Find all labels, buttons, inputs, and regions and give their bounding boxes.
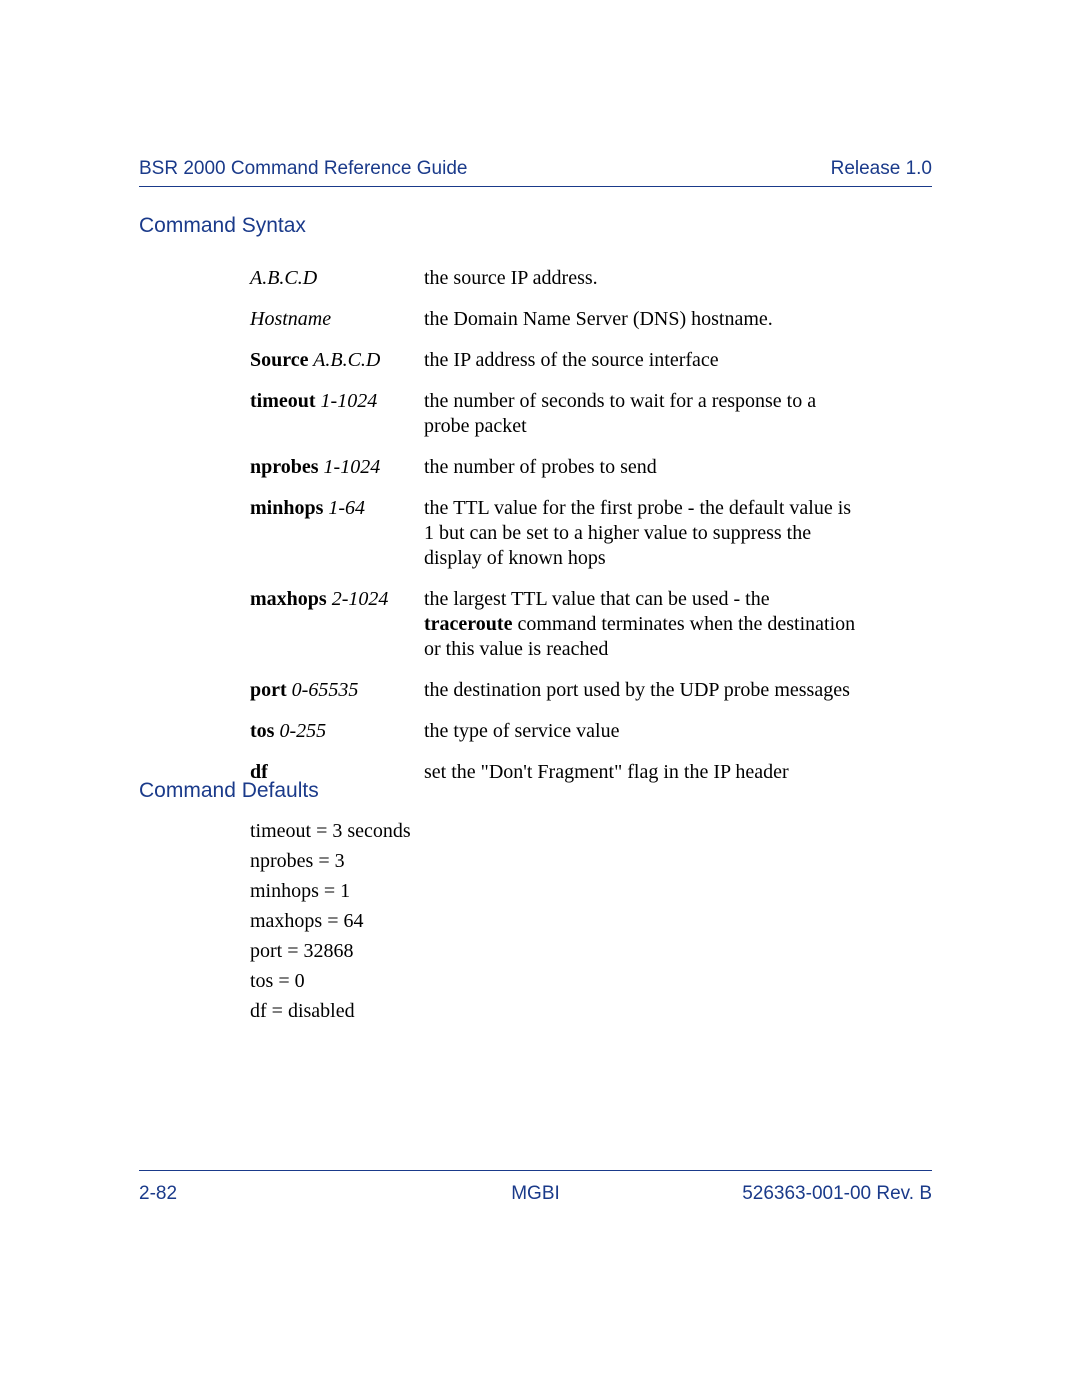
section-title-command-defaults: Command Defaults — [139, 779, 319, 803]
defaults-list: timeout = 3 seconds nprobes = 3 minhops … — [250, 816, 411, 1026]
param-key: tos 0-255 — [250, 719, 424, 744]
param-row: timeout 1-1024 the number of seconds to … — [250, 389, 860, 439]
footer-rule — [139, 1170, 932, 1171]
param-key: A.B.C.D — [250, 266, 424, 291]
param-desc: the Domain Name Server (DNS) hostname. — [424, 307, 860, 332]
param-row: minhops 1-64 the TTL value for the first… — [250, 496, 860, 571]
header-title-left: BSR 2000 Command Reference Guide — [139, 158, 467, 180]
param-desc: the destination port used by the UDP pro… — [424, 678, 860, 703]
header-rule — [139, 186, 932, 187]
default-item: port = 32868 — [250, 936, 411, 966]
param-key: timeout 1-1024 — [250, 389, 424, 414]
param-row: port 0-65535 the destination port used b… — [250, 678, 860, 703]
param-key: port 0-65535 — [250, 678, 424, 703]
param-desc: the source IP address. — [424, 266, 860, 291]
param-key: maxhops 2-1024 — [250, 587, 424, 612]
param-row: A.B.C.D the source IP address. — [250, 266, 860, 291]
param-desc: the IP address of the source interface — [424, 348, 860, 373]
default-item: df = disabled — [250, 996, 411, 1026]
header-release-right: Release 1.0 — [831, 158, 932, 180]
default-item: nprobes = 3 — [250, 846, 411, 876]
param-row: tos 0-255 the type of service value — [250, 719, 860, 744]
default-item: maxhops = 64 — [250, 906, 411, 936]
param-row: Source A.B.C.D the IP address of the sou… — [250, 348, 860, 373]
param-row: Hostname the Domain Name Server (DNS) ho… — [250, 307, 860, 332]
param-desc: the TTL value for the first probe - the … — [424, 496, 860, 571]
param-key: Source A.B.C.D — [250, 348, 424, 373]
document-page: BSR 2000 Command Reference Guide Release… — [0, 0, 1080, 1397]
param-desc: the number of probes to send — [424, 455, 860, 480]
param-key: Hostname — [250, 307, 424, 332]
param-key: nprobes 1-1024 — [250, 455, 424, 480]
param-row: df set the "Don't Fragment" flag in the … — [250, 760, 860, 785]
param-key: minhops 1-64 — [250, 496, 424, 521]
param-desc: set the "Don't Fragment" flag in the IP … — [424, 760, 860, 785]
section-title-command-syntax: Command Syntax — [139, 214, 306, 238]
param-desc: the type of service value — [424, 719, 860, 744]
page-header: BSR 2000 Command Reference Guide Release… — [139, 158, 932, 180]
param-desc: the number of seconds to wait for a resp… — [424, 389, 860, 439]
default-item: minhops = 1 — [250, 876, 411, 906]
parameter-table: A.B.C.D the source IP address. Hostname … — [250, 266, 860, 801]
param-row: maxhops 2-1024 the largest TTL value tha… — [250, 587, 860, 662]
footer-center: MGBI — [139, 1183, 932, 1205]
param-desc: the largest TTL value that can be used -… — [424, 587, 860, 662]
param-row: nprobes 1-1024 the number of probes to s… — [250, 455, 860, 480]
default-item: tos = 0 — [250, 966, 411, 996]
page-footer: 2-82 MGBI 526363-001-00 Rev. B — [139, 1183, 932, 1205]
default-item: timeout = 3 seconds — [250, 816, 411, 846]
